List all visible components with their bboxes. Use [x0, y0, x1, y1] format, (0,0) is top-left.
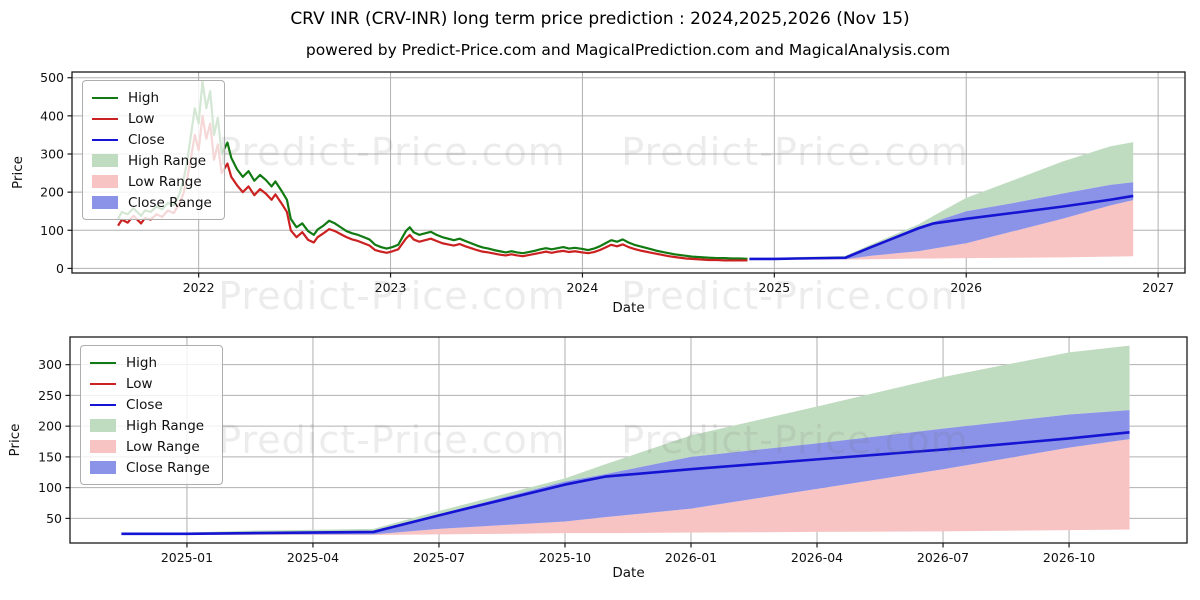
- legend-label: Low: [126, 375, 153, 392]
- top-chart-x-tick-label: 2023: [375, 280, 407, 295]
- top-chart-y-tick-label: 100: [40, 223, 64, 238]
- top-chart-y-tick-label: 400: [40, 108, 64, 123]
- top-legend-item-close: Close: [92, 129, 212, 150]
- top-chart-x-tick-label: 2025: [758, 280, 790, 295]
- top-chart-low-range-area: [749, 200, 1134, 260]
- top-chart-x-axis-label: Date: [612, 300, 644, 316]
- legend-label: High Range: [128, 152, 207, 169]
- bottom-chart-x-axis-label: Date: [612, 565, 644, 581]
- bottom-chart-high-range-area: [121, 345, 1130, 534]
- top-chart-high-range-area: [749, 142, 1134, 259]
- bottom-chart-low-range-area: [121, 439, 1130, 536]
- top-chart-x-tick-label: 2026: [950, 280, 982, 295]
- bottom-legend-item-high: High: [90, 352, 210, 373]
- bottom-chart-x-tick-label: 2025-04: [287, 550, 339, 565]
- legend-label: Low Range: [126, 438, 200, 455]
- close-range-swatch-icon: [90, 461, 116, 474]
- top-chart-y-axis-label: Price: [10, 156, 26, 189]
- bottom-chart-x-tick-label: 2025-10: [539, 550, 591, 565]
- top-legend-item-high: High: [92, 87, 212, 108]
- figure-subtitle: powered by Predict-Price.com and Magical…: [305, 41, 951, 59]
- top-chart-x-tick-label: 2022: [183, 280, 215, 295]
- bottom-chart-close-range-area: [121, 410, 1130, 535]
- legend-label: Close: [126, 396, 163, 413]
- top-chart-close-range-area: [749, 182, 1134, 260]
- low-swatch-icon: [92, 117, 118, 120]
- legend-label: High: [126, 354, 158, 371]
- legend-label: Close Range: [128, 194, 212, 211]
- top-chart-y-tick-label: 500: [40, 70, 64, 85]
- close-range-swatch-icon: [92, 196, 118, 209]
- top-chart-legend: High Low Close High Range Low Range Close Ran…: [82, 80, 225, 220]
- top-chart-x-tick-label: 2027: [1142, 280, 1174, 295]
- bottom-chart-x-tick-label: 2025-01: [161, 550, 213, 565]
- high-range-swatch-icon: [92, 154, 118, 167]
- bottom-chart-x-tick-label: 2026-04: [791, 550, 843, 565]
- bottom-chart-plot-border: [69, 336, 1188, 544]
- low-range-swatch-icon: [90, 440, 116, 453]
- bottom-chart-y-tick-label: 50: [46, 511, 62, 526]
- close-swatch-icon: [92, 138, 118, 141]
- bottom-chart-y-tick-label: 150: [38, 449, 62, 464]
- top-chart-x-tick-label: 2024: [567, 280, 599, 295]
- legend-label: Low Range: [128, 173, 202, 190]
- bottom-chart-x-tick-label: 2026-07: [917, 550, 969, 565]
- legend-label: Low: [128, 110, 155, 127]
- low-range-swatch-icon: [92, 175, 118, 188]
- bottom-legend-item-low-range: Low Range: [90, 436, 210, 457]
- figure-title: CRV INR (CRV-INR) long term price predic…: [290, 9, 910, 29]
- bottom-chart-close-line: [121, 431, 1130, 536]
- legend-label: High: [128, 89, 160, 106]
- top-legend-item-low-range: Low Range: [92, 171, 212, 192]
- close-swatch-icon: [90, 403, 116, 406]
- high-swatch-icon: [90, 361, 116, 364]
- bottom-chart-x-tick-label: 2026-01: [665, 550, 717, 565]
- bottom-chart-x-tick-label: 2026-10: [1043, 550, 1095, 565]
- bottom-chart-y-tick-label: 300: [38, 357, 62, 372]
- bottom-chart-legend: High Low Close High Range Low Range Close Ran…: [80, 345, 223, 485]
- top-legend-item-low: Low: [92, 108, 212, 129]
- top-legend-item-high-range: High Range: [92, 150, 212, 171]
- bottom-chart-y-tick-label: 100: [38, 480, 62, 495]
- legend-label: Close: [128, 131, 165, 148]
- low-swatch-icon: [90, 382, 116, 385]
- top-chart-plot-border: [71, 71, 1186, 274]
- legend-label: Close Range: [126, 459, 210, 476]
- bottom-chart-y-tick-label: 250: [38, 388, 62, 403]
- bottom-chart-y-tick-label: 200: [38, 419, 62, 434]
- high-range-swatch-icon: [90, 419, 116, 432]
- legend-label: High Range: [126, 417, 205, 434]
- top-legend-item-close-range: Close Range: [92, 192, 212, 213]
- bottom-legend-item-close-range: Close Range: [90, 457, 210, 478]
- top-chart-y-tick-label: 200: [40, 185, 64, 200]
- bottom-chart-y-axis-label: Price: [7, 424, 23, 457]
- bottom-legend-item-close: Close: [90, 394, 210, 415]
- top-chart-y-tick-label: 300: [40, 147, 64, 162]
- high-swatch-icon: [92, 96, 118, 99]
- bottom-chart-x-tick-label: 2025-07: [413, 550, 465, 565]
- bottom-legend-item-low: Low: [90, 373, 210, 394]
- bottom-legend-item-high-range: High Range: [90, 415, 210, 436]
- top-chart-y-tick-label: 0: [56, 261, 64, 276]
- top-chart-close-line: [749, 194, 1134, 261]
